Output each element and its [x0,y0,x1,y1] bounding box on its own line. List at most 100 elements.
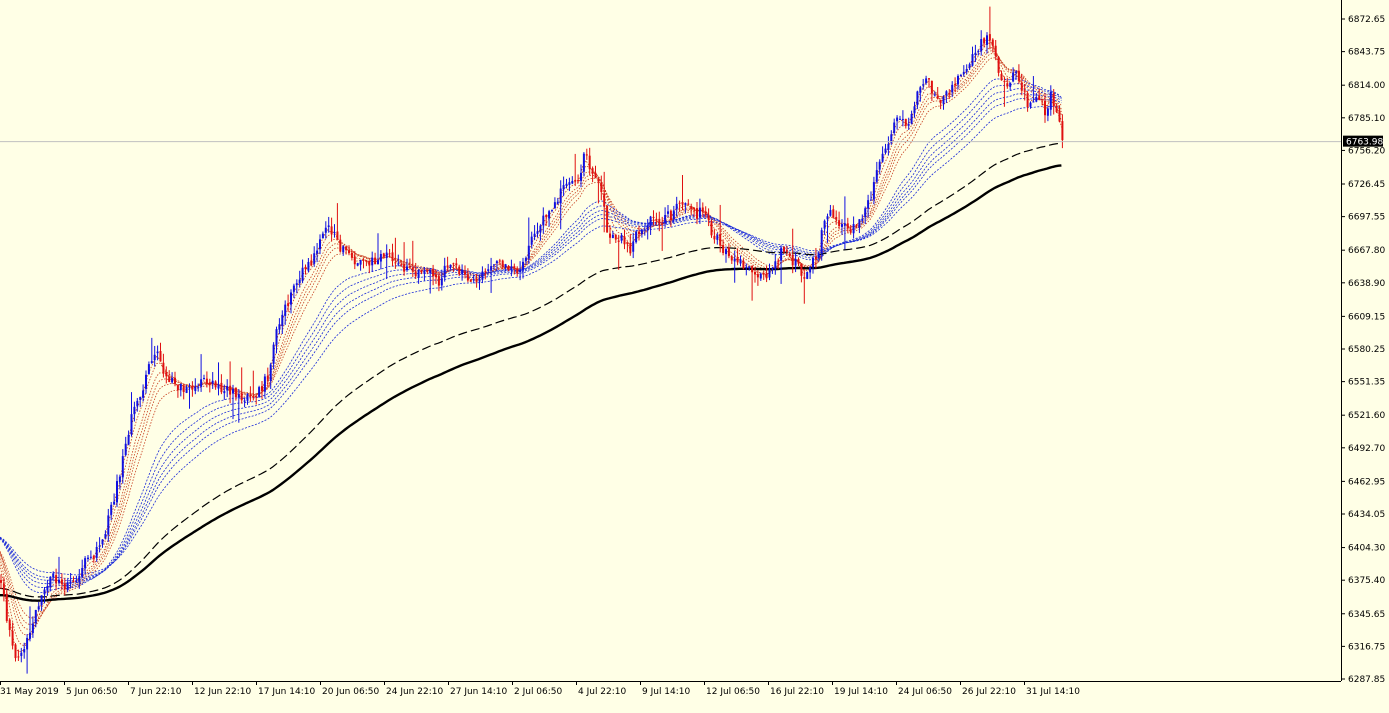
candle [52,571,55,582]
candle [681,175,684,211]
candle [95,541,98,562]
candle-body [812,257,814,268]
candle-body [916,91,919,106]
candle [37,602,40,612]
candle [736,248,739,266]
candle [185,385,188,394]
candle-body [623,236,626,245]
candle-body [458,266,461,275]
candle-body [493,264,495,266]
y-tick-label: 6667.80 [1348,246,1385,256]
candle-body [165,372,168,377]
y-tick-label: 6580.25 [1348,345,1385,355]
moving-average-layer [0,142,1062,602]
candle-body [838,220,841,227]
candle-body [133,406,136,415]
candle-body [104,534,107,538]
candle-body [446,265,449,268]
candle [211,372,214,389]
candle [574,153,577,187]
candle-body [1038,95,1041,101]
x-tick-label: 4 Jul 22:10 [578,687,627,697]
candle-body [809,267,812,273]
candle-body [588,155,591,170]
candle-body [629,243,632,254]
candle-body [980,39,983,52]
candle [379,250,382,270]
candle-body [490,266,493,271]
candle [954,77,957,92]
candle-body [2,583,5,595]
candle-body [858,219,861,228]
candle-body [852,224,855,234]
candle [208,378,211,393]
candle-body [118,476,121,483]
candle [339,234,342,253]
candle-body [913,106,916,114]
candle-body [899,118,901,120]
candle [829,204,832,217]
candle-body [591,168,594,174]
candle [327,216,330,233]
candle-body [814,256,817,260]
candle [1029,101,1032,109]
candle-body [469,279,472,282]
candle [785,245,788,256]
candle-body [910,114,913,124]
candle [878,159,881,175]
candle [640,228,643,238]
candle [493,264,495,271]
candle-body [147,364,150,375]
candle-body [284,304,287,316]
candle-body [635,231,638,243]
candle-body [693,207,696,209]
candle-body [710,221,713,236]
candle-body [188,387,191,389]
candle-body [87,557,89,559]
candle-body [159,350,162,362]
candle-body [739,259,742,264]
candle [513,263,516,275]
candle [437,271,440,292]
candle-body [385,252,388,259]
candle [472,274,475,284]
candle [823,219,826,235]
candle [446,256,449,272]
candle [994,40,997,61]
candle-body [780,248,783,261]
candle [145,370,147,394]
candle-body [707,215,710,220]
candle [762,271,765,280]
candle [205,371,208,388]
candle-body [803,277,806,279]
y-tick-label: 6462.95 [1348,477,1385,487]
candle [498,258,501,266]
ribbon-slow-ema [0,97,1062,580]
candle-body [98,545,101,547]
candle-body [124,443,127,456]
candle [974,44,977,62]
candle [887,136,890,156]
candle-body [951,84,954,93]
candle-body [887,143,890,150]
candle [698,198,701,224]
candle [977,49,980,56]
candle [814,247,817,269]
candle [121,449,124,484]
candle [620,232,623,244]
candle [652,210,655,226]
candle [806,271,809,280]
candle-body [211,380,214,384]
candle [942,95,945,110]
candle [89,550,92,560]
candle-body [881,153,884,162]
candle [945,90,948,103]
candle [307,257,310,273]
candle [1052,89,1055,115]
candle-body [959,75,962,77]
x-tick-label: 19 Jul 14:10 [834,687,888,697]
candle [60,573,63,590]
candle-body [907,124,910,126]
